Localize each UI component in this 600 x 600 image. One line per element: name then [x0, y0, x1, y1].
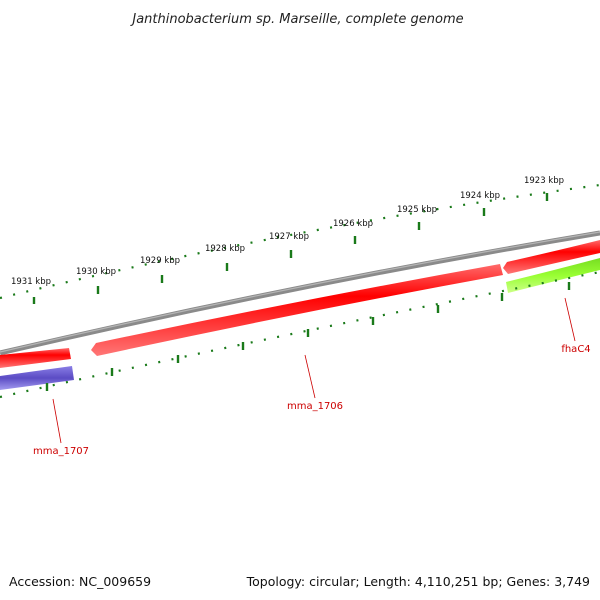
gene-label-group-fhaC4: fhaC4	[561, 297, 591, 355]
genome-summary-text: Topology: circular; Length: 4,110,251 bp…	[246, 574, 590, 589]
leader-line	[304, 354, 316, 399]
scale-label-1925: 1925 kbp	[397, 205, 437, 215]
scale-label-1924: 1924 kbp	[460, 191, 500, 201]
gene-label-group-mma-1707: mma_1707	[33, 398, 89, 457]
accession-text: Accession: NC_009659	[9, 574, 151, 589]
gene-label-mma-1706[interactable]: mma_1706	[287, 401, 343, 412]
outer-scale: 1923 kbp 1924 kbp 1925 kbp 1926 kbp 1927…	[0, 176, 600, 304]
cds-track	[0, 240, 600, 368]
scale-label-1928: 1928 kbp	[205, 244, 245, 254]
gene-label-fhaC4[interactable]: fhaC4	[561, 344, 590, 355]
genome-backbone-highlight	[0, 231, 600, 353]
map-title: Janthinobacterium sp. Marseille, complet…	[129, 12, 463, 27]
cds-feature-right	[503, 240, 600, 274]
leader-line	[52, 398, 62, 444]
gene-label-mma-1707[interactable]: mma_1707	[33, 446, 89, 457]
cds-feature-left	[0, 348, 71, 368]
gene-feature-mma-1707	[0, 366, 74, 390]
cds-feature-mma-1706	[91, 264, 503, 356]
gene-feature-fhaC4	[506, 258, 600, 293]
scale-label-1923: 1923 kbp	[524, 176, 564, 186]
leader-line	[564, 297, 576, 342]
genome-backbone	[0, 230, 600, 356]
gene-label-group-mma-1706: mma_1706	[287, 354, 343, 412]
scale-label-1931: 1931 kbp	[11, 277, 51, 287]
inner-scale-major-ticks	[45, 282, 571, 391]
inner-scale-dots	[0, 270, 600, 399]
scale-label-1927: 1927 kbp	[269, 232, 309, 242]
scale-label-1929: 1929 kbp	[140, 256, 180, 266]
scale-label-1930: 1930 kbp	[76, 267, 116, 277]
inner-scale	[0, 270, 600, 399]
scale-label-1926: 1926 kbp	[333, 219, 373, 229]
outer-scale-major-ticks	[32, 193, 549, 304]
